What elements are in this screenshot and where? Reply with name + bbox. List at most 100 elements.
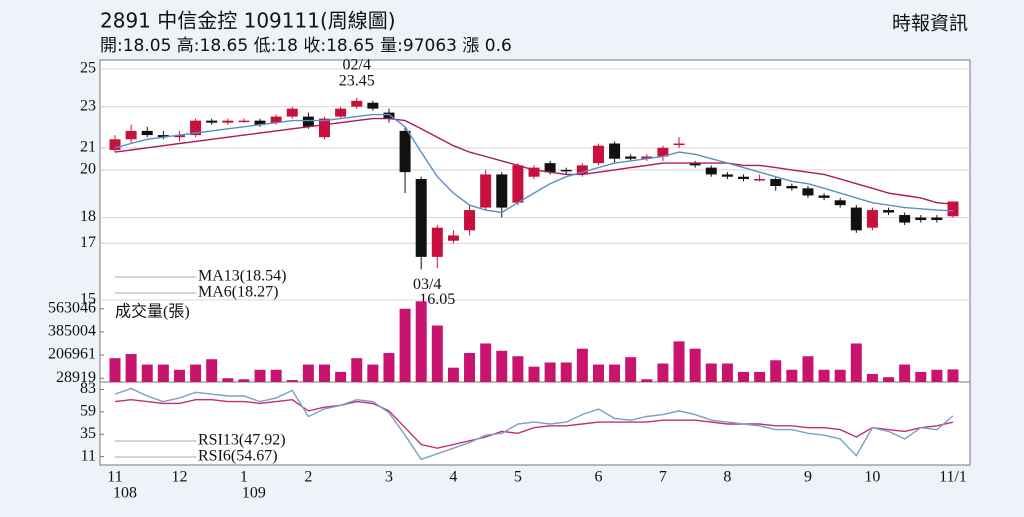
candle-body	[544, 163, 556, 173]
candle-body	[641, 156, 653, 159]
quote: 開:18.05 高:18.65 低:18 收:18.65 量:97063 漲 0…	[100, 36, 512, 56]
volume-bar	[286, 380, 298, 382]
candle-body	[141, 130, 153, 136]
series-line	[114, 398, 954, 449]
y-tick-label: 83	[80, 380, 96, 397]
volume-bar	[415, 301, 427, 382]
volume-bar	[319, 364, 330, 382]
candle-body	[480, 174, 492, 208]
volume-bar	[544, 362, 556, 382]
candle-body	[721, 174, 733, 177]
volume-bar	[270, 369, 282, 382]
x-tick-label: 4	[449, 469, 457, 486]
x-tick-label: 3	[385, 469, 393, 486]
candle-body	[367, 102, 379, 109]
volume-bar	[657, 363, 669, 382]
candle-body	[125, 130, 137, 140]
volume-bar	[770, 360, 782, 382]
volume-bar	[383, 352, 395, 382]
series-line	[114, 387, 954, 461]
y-tick-label: 28919	[56, 369, 96, 386]
candle-body	[915, 217, 927, 221]
title: 2891 中信金控 109111(周線圖)	[100, 9, 396, 33]
x-tick-label: 11	[107, 469, 122, 486]
y-tick-label: 15	[80, 291, 96, 308]
candle-body	[399, 130, 411, 173]
x-tick-label: 5	[514, 469, 522, 486]
candle-body	[319, 118, 330, 138]
volume-bar	[641, 379, 653, 382]
volume-bar	[609, 364, 621, 382]
y-tick-label: 18	[80, 208, 96, 225]
volume-bar	[157, 364, 169, 382]
volume-bar	[673, 341, 685, 382]
volume-bar	[206, 359, 218, 382]
panel	[99, 59, 971, 301]
candle-body	[351, 100, 363, 107]
annotation-value: 16.05	[419, 291, 455, 308]
x-tick-year: 108	[113, 485, 137, 502]
candle-body	[173, 135, 185, 138]
candle-body	[560, 169, 572, 172]
volume-bar	[931, 369, 943, 382]
legend-label: RSI13(47.92)	[198, 432, 286, 449]
y-tick-label: 563046	[48, 299, 96, 316]
volume-bar	[721, 363, 733, 382]
legend-label: MA13(18.54)	[198, 268, 286, 285]
candle-body	[834, 200, 846, 206]
candle-body	[270, 116, 282, 123]
candle-body	[254, 120, 266, 125]
volume-bar	[447, 367, 459, 382]
x-tick-label: 2	[304, 469, 312, 486]
x-tick-label: 6	[594, 469, 602, 486]
candle-body	[447, 235, 459, 241]
candle-body	[431, 227, 443, 257]
x-tick-year: 109	[242, 485, 266, 502]
candle-body	[625, 156, 637, 159]
volume-bar	[254, 369, 266, 382]
volume-bar	[480, 343, 492, 382]
volume-bar	[883, 377, 895, 382]
candle-body	[850, 207, 862, 231]
y-tick-label: 206961	[48, 346, 96, 363]
volume-bar	[125, 354, 137, 382]
candle-body	[657, 147, 669, 157]
candle-body	[576, 165, 588, 175]
candle-body	[528, 167, 540, 177]
volume-bar	[754, 371, 766, 382]
candle-body	[738, 176, 749, 180]
volume-bar	[915, 371, 927, 382]
candle-body	[383, 112, 395, 119]
candle-body	[464, 210, 476, 231]
volume-bar	[496, 350, 508, 382]
annotation-date: 03/4	[413, 276, 441, 293]
volume-bar	[738, 371, 749, 382]
volume-bar	[850, 343, 862, 382]
volume-bar	[560, 362, 572, 382]
volume-bar	[351, 358, 363, 382]
volume-bar	[705, 363, 717, 382]
volume-bar	[899, 364, 911, 382]
x-tick-label: 9	[804, 469, 812, 486]
volume-bar	[464, 352, 476, 382]
annotation-date: 02/4	[343, 57, 371, 74]
candle-body	[947, 201, 959, 217]
candle-body	[818, 195, 830, 198]
candle-body	[705, 167, 717, 175]
y-tick-label: 25	[80, 60, 96, 77]
volume-bar	[222, 378, 234, 382]
volume-bar	[512, 356, 524, 382]
volume-bar	[190, 364, 202, 382]
volume-bar	[399, 308, 411, 382]
y-tick-label: 20	[80, 161, 96, 178]
candle-body	[302, 116, 314, 127]
candle-body	[415, 179, 427, 257]
volume-bar	[576, 348, 588, 382]
volume-bar	[528, 366, 540, 382]
y-tick-label: 35	[80, 425, 96, 442]
legend-label: RSI6(54.67)	[198, 448, 278, 465]
candle-body	[190, 120, 202, 136]
y-tick-label: 11	[81, 447, 96, 464]
volume-bar	[625, 357, 637, 382]
candle-body	[592, 145, 604, 164]
